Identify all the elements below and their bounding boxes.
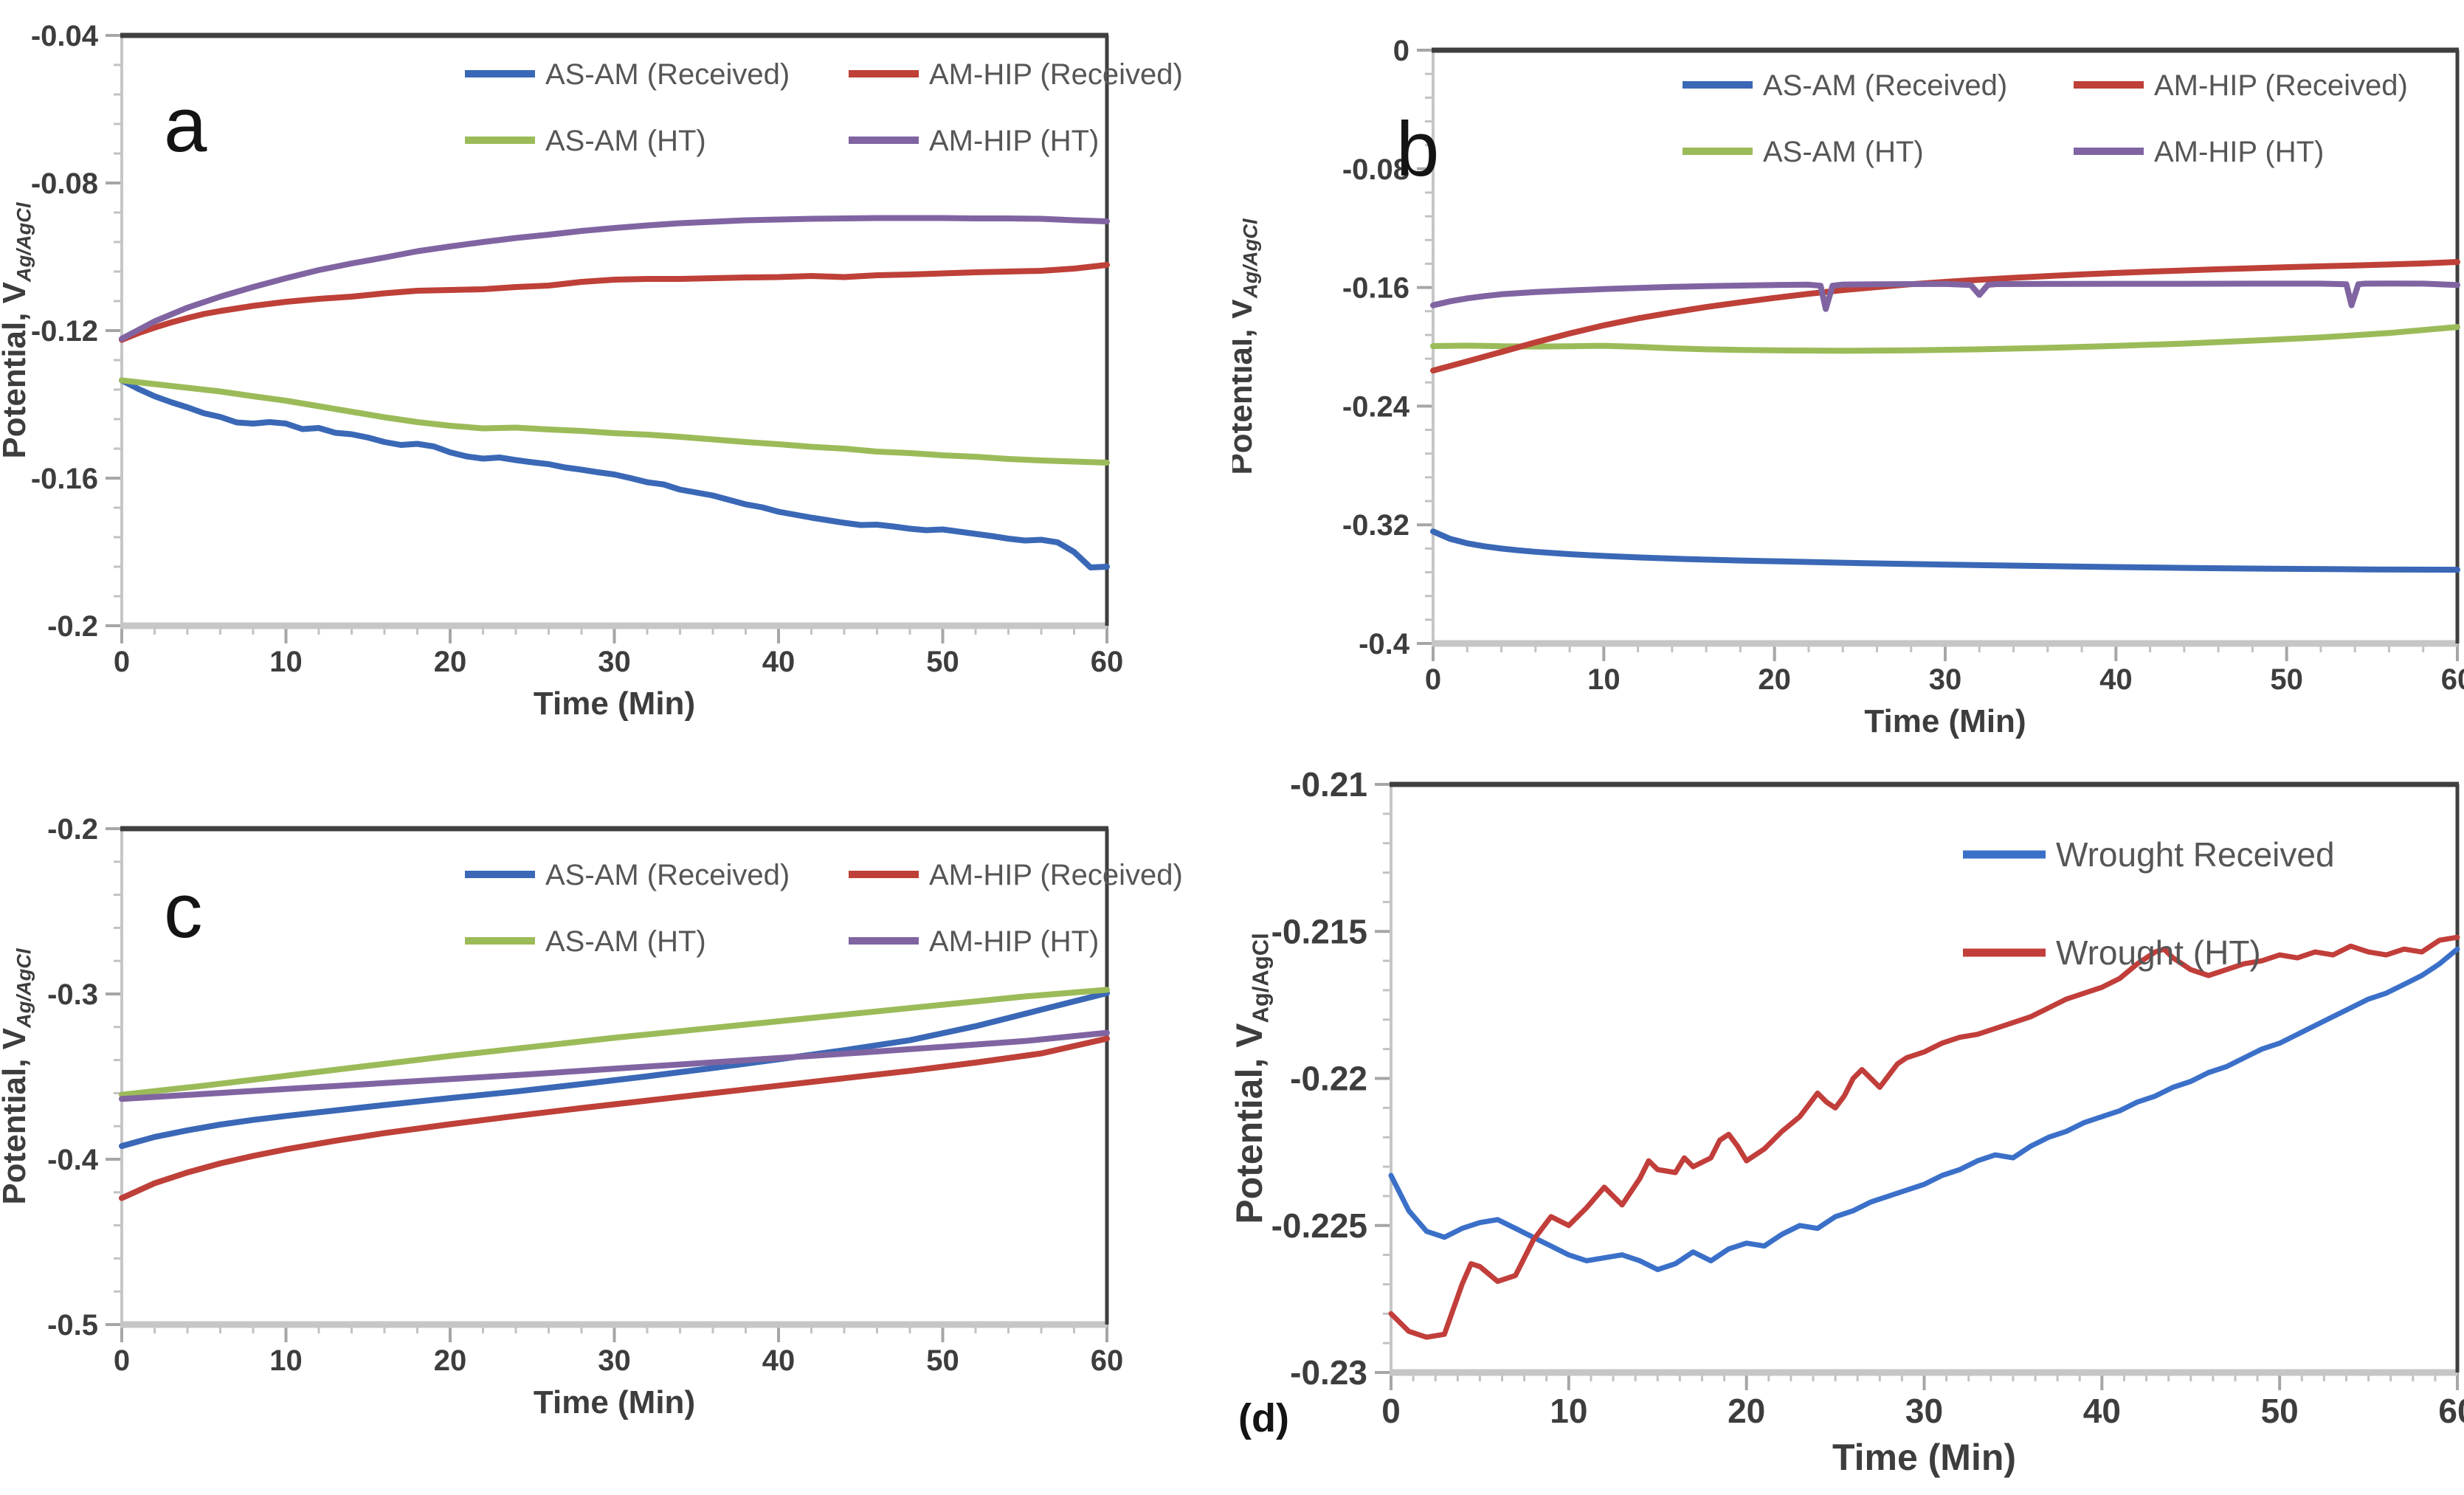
svg-text:20: 20 (1758, 663, 1791, 696)
svg-text:-0.4: -0.4 (47, 1144, 99, 1176)
svg-text:0: 0 (1393, 35, 1409, 67)
svg-text:50: 50 (2261, 1392, 2299, 1430)
svg-text:-0.4: -0.4 (1359, 628, 1410, 660)
svg-text:Potential, VAg/AgCl: Potential, VAg/AgCl (1232, 933, 1274, 1224)
svg-text:AS-AM (Received): AS-AM (Received) (1763, 69, 2007, 102)
svg-text:-0.24: -0.24 (1342, 390, 1410, 423)
svg-text:-0.2: -0.2 (47, 610, 98, 643)
svg-text:60: 60 (2441, 663, 2464, 696)
panel-c: 0 10 20 30 40 50 60 -0.2 -0.3 -0.4 -0.5 AS-AM (Rece… (0, 745, 1232, 1495)
svg-text:AM-HIP (HT): AM-HIP (HT) (2154, 136, 2324, 168)
svg-text:10: 10 (269, 646, 303, 678)
svg-text:a: a (164, 82, 207, 168)
panel-a-chart: 0 10 20 30 40 50 60 -0.04 -0.08 -0.12 -0.16 -0.2 AS-… (0, 20, 1183, 722)
svg-text:50: 50 (926, 1344, 959, 1377)
svg-text:(d): (d) (1238, 1396, 1289, 1440)
svg-text:AM-HIP (Received): AM-HIP (Received) (2154, 69, 2408, 102)
svg-text:c: c (164, 868, 203, 954)
svg-text:Potential, VAg/AgCl: Potential, VAg/AgCl (0, 947, 35, 1205)
svg-text:b: b (1396, 106, 1439, 193)
svg-text:-0.16: -0.16 (1342, 272, 1409, 305)
svg-text:Potential, VAg/AgCl: Potential, VAg/AgCl (0, 201, 35, 459)
svg-text:Time (Min): Time (Min) (1864, 703, 2026, 739)
svg-text:AS-AM (Received): AS-AM (Received) (545, 58, 790, 91)
svg-text:50: 50 (926, 646, 959, 678)
panel-b-chart: 0 10 20 30 40 50 60 0 -0.08 -0.16 -0.24 -0.32 -0.4 AS… (1232, 35, 2464, 739)
svg-text:-0.12: -0.12 (31, 315, 98, 348)
svg-text:AS-AM (Received): AS-AM (Received) (545, 859, 790, 891)
svg-text:-0.23: -0.23 (1290, 1353, 1367, 1392)
svg-text:-0.08: -0.08 (1342, 153, 1409, 186)
panel-b: 0 10 20 30 40 50 60 0 -0.08 -0.16 -0.24 -0.32 -0.4 AS… (1232, 0, 2464, 745)
svg-text:AS-AM (HT): AS-AM (HT) (1763, 136, 1924, 168)
svg-text:40: 40 (762, 1344, 796, 1377)
svg-text:-0.08: -0.08 (31, 168, 98, 200)
svg-text:Time (Min): Time (Min) (534, 686, 695, 722)
svg-text:60: 60 (1091, 646, 1124, 678)
svg-text:20: 20 (1728, 1392, 1765, 1430)
svg-text:AM-HIP (Received): AM-HIP (Received) (929, 859, 1183, 891)
svg-text:60: 60 (1091, 1344, 1124, 1377)
svg-text:-0.5: -0.5 (47, 1309, 98, 1342)
svg-text:Potential, VAg/AgCl: Potential, VAg/AgCl (1232, 218, 1262, 475)
svg-text:20: 20 (434, 1344, 467, 1377)
svg-text:Wrought Received: Wrought Received (2056, 835, 2335, 874)
svg-text:Wrought (HT): Wrought (HT) (2056, 933, 2261, 972)
svg-text:Time (Min): Time (Min) (1832, 1437, 2016, 1478)
svg-text:30: 30 (1905, 1392, 1943, 1430)
svg-text:20: 20 (434, 646, 467, 678)
svg-text:0: 0 (1425, 663, 1441, 696)
svg-text:10: 10 (1550, 1392, 1587, 1430)
svg-text:AS-AM (HT): AS-AM (HT) (545, 925, 706, 958)
svg-text:-0.3: -0.3 (47, 978, 98, 1011)
svg-text:0: 0 (114, 646, 130, 678)
svg-text:40: 40 (2099, 663, 2133, 696)
panel-a: 0 10 20 30 40 50 60 -0.04 -0.08 -0.12 -0.16 -0.2 AS-… (0, 0, 1232, 745)
svg-text:-0.32: -0.32 (1342, 509, 1409, 542)
svg-text:10: 10 (269, 1344, 303, 1377)
panel-d: 0 10 20 30 40 50 60 -0.21 -0.215 -0.22 -0.225 -0.23… (1232, 745, 2464, 1495)
svg-text:40: 40 (2083, 1392, 2121, 1430)
svg-text:10: 10 (1587, 663, 1621, 696)
svg-text:0: 0 (1381, 1392, 1401, 1430)
svg-text:30: 30 (1929, 663, 1962, 696)
svg-text:AS-AM (HT): AS-AM (HT) (545, 125, 706, 157)
svg-text:60: 60 (2438, 1392, 2464, 1430)
svg-text:30: 30 (598, 646, 631, 678)
svg-text:Time (Min): Time (Min) (534, 1384, 695, 1420)
svg-text:50: 50 (2270, 663, 2303, 696)
svg-text:-0.04: -0.04 (31, 20, 99, 52)
svg-text:30: 30 (598, 1344, 631, 1377)
svg-text:AM-HIP (HT): AM-HIP (HT) (929, 125, 1099, 157)
svg-text:-0.225: -0.225 (1271, 1206, 1367, 1245)
svg-text:-0.16: -0.16 (31, 463, 98, 495)
svg-text:-0.2: -0.2 (47, 813, 98, 846)
svg-text:AM-HIP (Received): AM-HIP (Received) (929, 58, 1183, 91)
svg-text:-0.215: -0.215 (1271, 912, 1367, 950)
svg-text:-0.21: -0.21 (1290, 765, 1367, 804)
panel-c-chart: 0 10 20 30 40 50 60 -0.2 -0.3 -0.4 -0.5 AS-AM (Rece… (0, 813, 1183, 1420)
svg-text:-0.22: -0.22 (1290, 1060, 1367, 1098)
svg-text:40: 40 (762, 646, 796, 678)
svg-text:0: 0 (114, 1344, 130, 1377)
svg-text:AM-HIP (HT): AM-HIP (HT) (929, 925, 1099, 958)
panel-d-chart: 0 10 20 30 40 50 60 -0.21 -0.215 -0.22 -0.225 -0.23… (1232, 765, 2464, 1478)
